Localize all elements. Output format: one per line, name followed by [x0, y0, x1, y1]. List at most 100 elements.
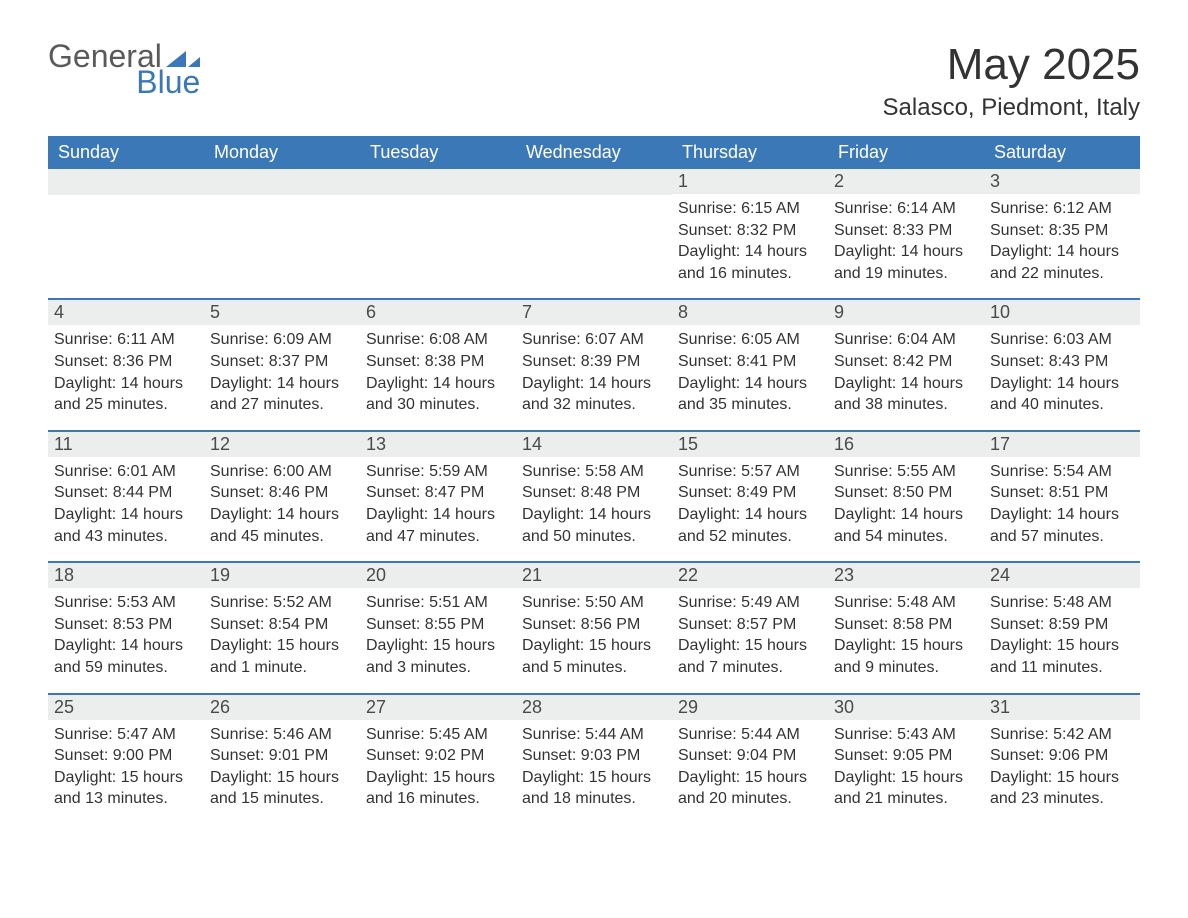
day-sunset: Sunset: 8:49 PM	[678, 482, 822, 504]
day-number: 4	[48, 300, 204, 325]
day-daylight1: Daylight: 15 hours	[834, 635, 978, 657]
day-sunset: Sunset: 8:32 PM	[678, 220, 822, 242]
day-number	[204, 169, 360, 195]
day-sunrise: Sunrise: 6:15 AM	[678, 198, 822, 220]
week-row: 25 Sunrise: 5:47 AMSunset: 9:00 PMDayligh…	[48, 693, 1140, 824]
day-detail: Sunrise: 6:01 AMSunset: 8:44 PMDaylight:…	[54, 461, 198, 547]
day-sunrise: Sunrise: 5:58 AM	[522, 461, 666, 483]
day-detail: Sunrise: 6:05 AMSunset: 8:41 PMDaylight:…	[678, 329, 822, 415]
day-detail: Sunrise: 5:43 AMSunset: 9:05 PMDaylight:…	[834, 724, 978, 810]
day-number: 28	[516, 695, 672, 720]
day-daylight1: Daylight: 15 hours	[210, 767, 354, 789]
day-sunrise: Sunrise: 5:53 AM	[54, 592, 198, 614]
day-detail: Sunrise: 5:47 AMSunset: 9:00 PMDaylight:…	[54, 724, 198, 810]
day-daylight2: and 57 minutes.	[990, 526, 1134, 548]
day-number: 30	[828, 695, 984, 720]
day-number: 23	[828, 563, 984, 588]
day-daylight2: and 15 minutes.	[210, 788, 354, 810]
day-number: 31	[984, 695, 1140, 720]
day-detail: Sunrise: 5:49 AMSunset: 8:57 PMDaylight:…	[678, 592, 822, 678]
day-detail: Sunrise: 5:46 AMSunset: 9:01 PMDaylight:…	[210, 724, 354, 810]
day-daylight2: and 21 minutes.	[834, 788, 978, 810]
day-detail: Sunrise: 6:09 AMSunset: 8:37 PMDaylight:…	[210, 329, 354, 415]
day-detail: Sunrise: 5:52 AMSunset: 8:54 PMDaylight:…	[210, 592, 354, 678]
day-daylight1: Daylight: 15 hours	[54, 767, 198, 789]
day-number: 13	[360, 432, 516, 457]
day-daylight2: and 45 minutes.	[210, 526, 354, 548]
day-cell: 26Sunrise: 5:46 AMSunset: 9:01 PMDayligh…	[204, 695, 360, 824]
day-sunrise: Sunrise: 5:48 AM	[834, 592, 978, 614]
day-cell: 30 Sunrise: 5:43 AMSunset: 9:05 PMDayligh…	[828, 695, 984, 824]
day-sunset: Sunset: 8:38 PM	[366, 351, 510, 373]
day-sunrise: Sunrise: 6:00 AM	[210, 461, 354, 483]
day-sunrise: Sunrise: 6:04 AM	[834, 329, 978, 351]
day-daylight2: and 35 minutes.	[678, 394, 822, 416]
calendar-grid: Sunday Monday Tuesday Wednesday Thursday…	[48, 136, 1140, 824]
day-number: 15	[672, 432, 828, 457]
day-daylight2: and 50 minutes.	[522, 526, 666, 548]
day-sunrise: Sunrise: 6:14 AM	[834, 198, 978, 220]
day-detail: Sunrise: 5:48 AMSunset: 8:58 PMDaylight:…	[834, 592, 978, 678]
day-cell: 27Sunrise: 5:45 AMSunset: 9:02 PMDayligh…	[360, 695, 516, 824]
day-number: 3	[984, 169, 1140, 194]
day-daylight1: Daylight: 15 hours	[990, 767, 1134, 789]
day-daylight2: and 11 minutes.	[990, 657, 1134, 679]
day-sunrise: Sunrise: 6:08 AM	[366, 329, 510, 351]
day-daylight2: and 52 minutes.	[678, 526, 822, 548]
day-number	[360, 169, 516, 195]
title-block: May 2025 Salasco, Piedmont, Italy	[883, 40, 1140, 122]
day-daylight2: and 20 minutes.	[678, 788, 822, 810]
day-sunrise: Sunrise: 5:57 AM	[678, 461, 822, 483]
day-sunset: Sunset: 8:54 PM	[210, 614, 354, 636]
day-number: 29	[672, 695, 828, 720]
day-daylight1: Daylight: 14 hours	[210, 373, 354, 395]
day-daylight1: Daylight: 14 hours	[834, 373, 978, 395]
page-subtitle: Salasco, Piedmont, Italy	[883, 94, 1140, 122]
day-sunrise: Sunrise: 5:52 AM	[210, 592, 354, 614]
day-number: 25	[48, 695, 204, 720]
day-detail: Sunrise: 5:59 AMSunset: 8:47 PMDaylight:…	[366, 461, 510, 547]
day-sunset: Sunset: 8:41 PM	[678, 351, 822, 373]
day-daylight1: Daylight: 15 hours	[678, 767, 822, 789]
day-daylight2: and 7 minutes.	[678, 657, 822, 679]
day-sunrise: Sunrise: 5:51 AM	[366, 592, 510, 614]
day-sunset: Sunset: 8:58 PM	[834, 614, 978, 636]
day-daylight2: and 59 minutes.	[54, 657, 198, 679]
day-sunset: Sunset: 8:44 PM	[54, 482, 198, 504]
day-daylight1: Daylight: 14 hours	[834, 504, 978, 526]
day-detail: Sunrise: 6:14 AMSunset: 8:33 PMDaylight:…	[834, 198, 978, 284]
day-daylight2: and 16 minutes.	[366, 788, 510, 810]
day-daylight2: and 54 minutes.	[834, 526, 978, 548]
day-detail: Sunrise: 5:54 AMSunset: 8:51 PMDaylight:…	[990, 461, 1134, 547]
day-number: 21	[516, 563, 672, 588]
day-sunset: Sunset: 8:53 PM	[54, 614, 198, 636]
day-daylight2: and 25 minutes.	[54, 394, 198, 416]
day-sunset: Sunset: 8:51 PM	[990, 482, 1134, 504]
week-row: 1Sunrise: 6:15 AMSunset: 8:32 PMDaylight…	[48, 169, 1140, 298]
day-detail: Sunrise: 5:55 AMSunset: 8:50 PMDaylight:…	[834, 461, 978, 547]
day-sunset: Sunset: 8:50 PM	[834, 482, 978, 504]
day-detail: Sunrise: 5:51 AMSunset: 8:55 PMDaylight:…	[366, 592, 510, 678]
day-sunset: Sunset: 9:04 PM	[678, 745, 822, 767]
day-sunrise: Sunrise: 6:03 AM	[990, 329, 1134, 351]
day-sunset: Sunset: 8:55 PM	[366, 614, 510, 636]
day-cell: 29Sunrise: 5:44 AMSunset: 9:04 PMDayligh…	[672, 695, 828, 824]
day-cell: 1Sunrise: 6:15 AMSunset: 8:32 PMDaylight…	[672, 169, 828, 298]
day-cell: 23 Sunrise: 5:48 AMSunset: 8:58 PMDayligh…	[828, 563, 984, 692]
day-daylight2: and 38 minutes.	[834, 394, 978, 416]
day-detail: Sunrise: 6:00 AMSunset: 8:46 PMDaylight:…	[210, 461, 354, 547]
day-daylight2: and 3 minutes.	[366, 657, 510, 679]
week-row: 18Sunrise: 5:53 AMSunset: 8:53 PMDayligh…	[48, 561, 1140, 692]
weekday-cell: Monday	[204, 136, 360, 169]
day-number: 7	[516, 300, 672, 325]
day-sunrise: Sunrise: 5:42 AM	[990, 724, 1134, 746]
day-number: 24	[984, 563, 1140, 588]
day-cell: 9Sunrise: 6:04 AMSunset: 8:42 PMDaylight…	[828, 300, 984, 429]
day-detail: Sunrise: 6:11 AMSunset: 8:36 PMDaylight:…	[54, 329, 198, 415]
weekday-cell: Thursday	[672, 136, 828, 169]
day-detail: Sunrise: 6:15 AMSunset: 8:32 PMDaylight:…	[678, 198, 822, 284]
day-daylight2: and 40 minutes.	[990, 394, 1134, 416]
day-cell	[360, 169, 516, 298]
weekday-cell: Tuesday	[360, 136, 516, 169]
day-sunset: Sunset: 8:46 PM	[210, 482, 354, 504]
